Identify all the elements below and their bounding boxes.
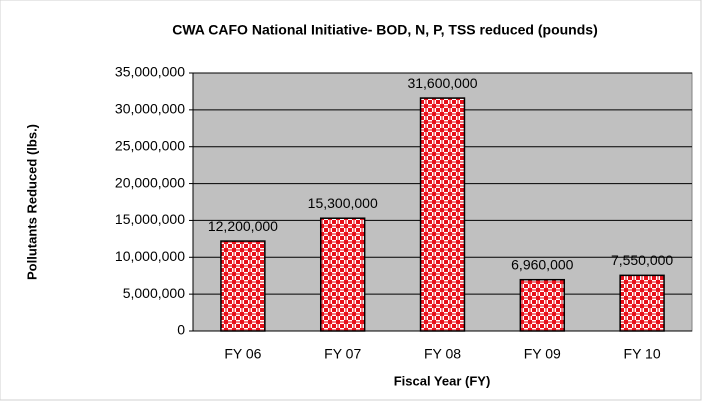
x-tick-label: FY 08	[424, 346, 461, 362]
y-tick-label: 30,000,000	[115, 101, 185, 117]
x-tick-label: FY 07	[324, 346, 361, 362]
bar	[319, 217, 366, 332]
bar	[419, 97, 466, 332]
bar	[220, 240, 266, 332]
y-tick-label: 35,000,000	[115, 64, 185, 80]
data-label: 6,960,000	[511, 256, 573, 272]
data-label: 31,600,000	[407, 75, 477, 91]
x-tick-label: FY 10	[624, 346, 661, 362]
y-tick-label: 5,000,000	[123, 285, 185, 301]
data-label: 12,200,000	[208, 218, 278, 234]
y-tick-label: 15,000,000	[115, 211, 185, 227]
x-tick-label: FY 06	[224, 346, 261, 362]
x-axis-title: Fiscal Year (FY)	[394, 373, 491, 388]
y-tick-label: 0	[177, 322, 185, 338]
chart-title: CWA CAFO National Initiative- BOD, N, P,…	[172, 22, 597, 38]
bar	[519, 278, 566, 332]
data-label: 7,550,000	[611, 252, 673, 268]
y-axis-title: Pollutants Reduced (lbs.)	[24, 124, 39, 280]
data-label: 15,300,000	[308, 195, 378, 211]
bar	[619, 274, 665, 332]
y-tick-label: 20,000,000	[115, 174, 185, 190]
y-tick-label: 25,000,000	[115, 137, 185, 153]
y-tick-label: 10,000,000	[115, 248, 185, 264]
x-tick-label: FY 09	[524, 346, 561, 362]
